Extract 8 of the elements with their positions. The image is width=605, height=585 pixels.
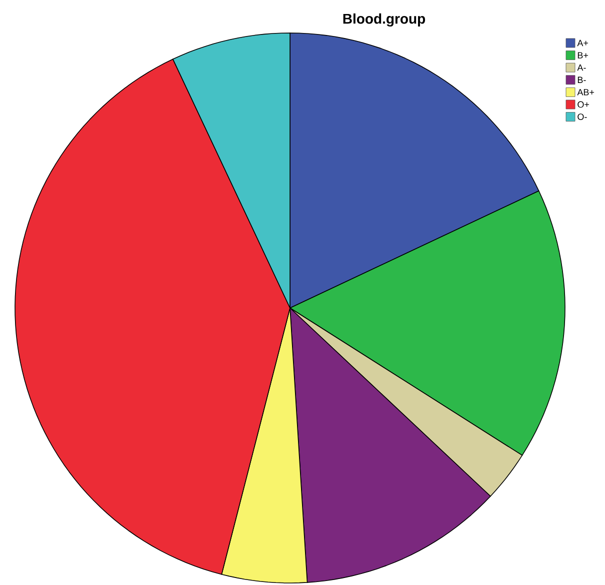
legend-label: O- [578, 114, 587, 120]
legend-label: O+ [578, 101, 590, 108]
legend-label: A+ [577, 40, 588, 46]
chart-title: Blood.group [343, 13, 426, 27]
legend-label: B- [578, 76, 586, 83]
legend-label: B+ [578, 52, 588, 58]
legend-label: AB+ [577, 89, 594, 96]
legend-label: A- [577, 64, 586, 71]
